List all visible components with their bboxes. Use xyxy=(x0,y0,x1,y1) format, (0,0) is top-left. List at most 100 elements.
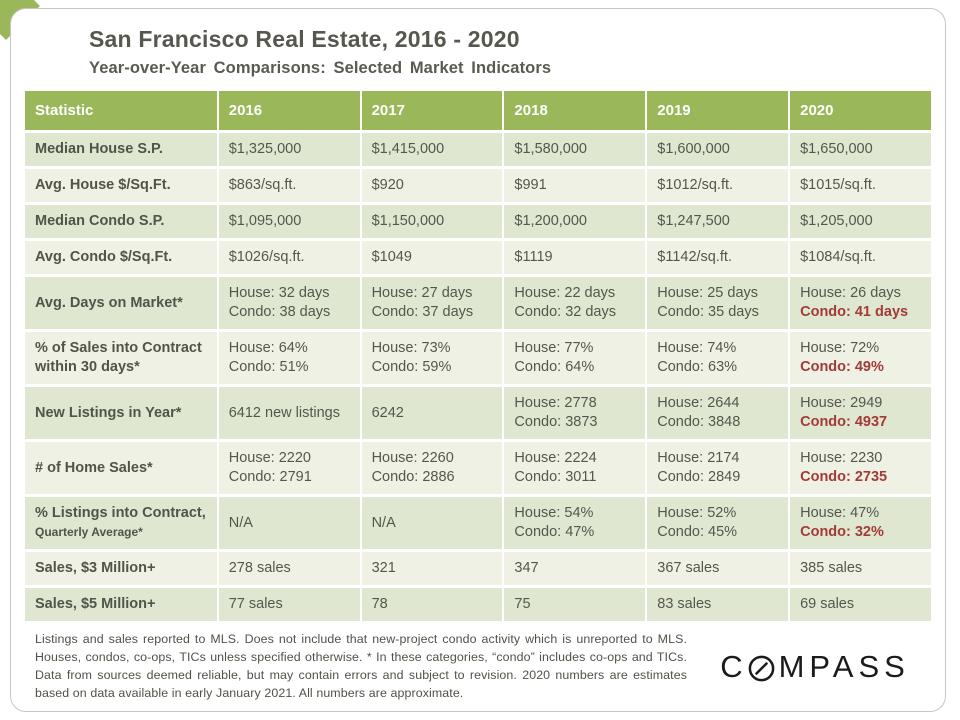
cell-line: Condo: 35 days xyxy=(657,304,759,320)
table-cell: House: 2778 Condo: 3873 xyxy=(504,387,646,439)
table-cell: 6412 new listings xyxy=(218,387,360,439)
row-label: Sales, $5 Million+ xyxy=(25,588,217,621)
row-label: Avg. Days on Market* xyxy=(25,277,217,329)
column-header-2020: 2020 xyxy=(790,91,931,130)
table-cell: House: 47% Condo: 32% xyxy=(790,497,931,549)
table-cell: House: 2949 Condo: 4937 xyxy=(790,387,931,439)
cell-line: Condo: 2791 xyxy=(228,469,312,485)
cell-line: $1012/sq.ft. xyxy=(657,177,734,193)
table-cell: House: 52% Condo: 45% xyxy=(647,497,789,549)
table-row: Avg. Days on Market* House: 32 days Condo:… xyxy=(25,277,931,329)
cell-line: N/A xyxy=(228,514,253,531)
table-cell: $1,200,000 xyxy=(504,205,646,238)
row-label: Avg. House $/Sq.Ft. xyxy=(25,169,217,202)
slide-footer: Listings and sales reported to MLS. Does… xyxy=(35,631,929,703)
cell-line: Condo: 59% xyxy=(371,359,452,375)
table-cell: House: 72% Condo: 49% xyxy=(790,332,931,384)
cell-line: $1,150,000 xyxy=(371,213,445,229)
cell-line: House: 47% xyxy=(800,505,880,521)
slide-header: San Francisco Real Estate, 2016 - 2020 Y… xyxy=(89,26,933,78)
table-cell: House: 2220 Condo: 2791 xyxy=(218,442,360,494)
table-cell: 367 sales xyxy=(647,552,789,585)
cell-line: Condo: 41 days xyxy=(800,304,909,320)
cell-line: House: 74% xyxy=(657,340,737,356)
table-row: Median House S.P. $1,325,000 $1,415,000 $1,… xyxy=(25,133,931,166)
page-title: San Francisco Real Estate, 2016 - 2020 xyxy=(89,26,520,52)
table-cell: $1015/sq.ft. xyxy=(790,169,931,202)
table-cell: 78 xyxy=(361,588,503,621)
table-cell: $1,600,000 xyxy=(647,133,789,166)
cell-line: 78 xyxy=(371,596,388,612)
compass-logo-c: C xyxy=(720,648,748,684)
table-cell: House: 73% Condo: 59% xyxy=(361,332,503,384)
cell-line: House: 2220 xyxy=(228,450,311,466)
cell-line: House: 2260 xyxy=(371,450,454,466)
table-cell: $1,650,000 xyxy=(790,133,931,166)
table-cell: $1049 xyxy=(361,241,503,274)
row-label: Median Condo S.P. xyxy=(25,205,217,238)
cell-line: Condo: 2849 xyxy=(657,469,741,485)
cell-line: 6242 xyxy=(371,404,404,421)
table-row: New Listings in Year* 6412 new listings 62… xyxy=(25,387,931,439)
table-cell: $1,247,500 xyxy=(647,205,789,238)
row-label: New Listings in Year* xyxy=(25,387,217,439)
table-header-row: Statistic 2016 2017 2018 2019 2020 xyxy=(25,91,931,130)
table-cell: House: 54% Condo: 47% xyxy=(504,497,646,549)
cell-line: 321 xyxy=(371,560,396,576)
cell-line: Condo: 32% xyxy=(800,524,884,540)
page-subtitle: Year-over-Year Comparisons: Selected Mar… xyxy=(89,59,552,77)
row-label: Sales, $3 Million+ xyxy=(25,552,217,585)
cell-line: House: 26 days xyxy=(800,285,901,301)
cell-line: 6412 new listings xyxy=(228,404,340,421)
column-header-2016: 2016 xyxy=(218,91,360,130)
table-row: Median Condo S.P. $1,095,000 $1,150,000 $1,… xyxy=(25,205,931,238)
cell-line: House: 25 days xyxy=(657,285,759,301)
cell-line: $1,580,000 xyxy=(514,141,587,157)
table-cell: House: 74% Condo: 63% xyxy=(647,332,789,384)
cell-line: 385 sales xyxy=(800,560,863,576)
table-cell: House: 2644 Condo: 3848 xyxy=(647,387,789,439)
column-header-2019: 2019 xyxy=(647,91,789,130)
cell-line: $1015/sq.ft. xyxy=(800,177,876,193)
table-cell: House: 2230 Condo: 2735 xyxy=(790,442,931,494)
table-cell: $1,325,000 xyxy=(218,133,360,166)
row-label: % Listings into Contract, Quarterly Avera… xyxy=(25,497,217,549)
table-cell: $1,580,000 xyxy=(504,133,646,166)
table-cell: House: 2174 Condo: 2849 xyxy=(647,442,789,494)
table-cell: $1142/sq.ft. xyxy=(647,241,789,274)
cell-line: Condo: 2886 xyxy=(371,469,455,485)
cell-line: House: 2644 xyxy=(657,395,740,411)
cell-line: 83 sales xyxy=(657,596,712,612)
table-cell: $1012/sq.ft. xyxy=(647,169,789,202)
cell-line: Condo: 47% xyxy=(514,524,595,540)
table-row: Avg. Condo $/Sq.Ft. $1026/sq.ft. $1049 $111… xyxy=(25,241,931,274)
table-cell: 69 sales xyxy=(790,588,931,621)
cell-line: House: 54% xyxy=(514,505,594,521)
cell-line: $1084/sq.ft. xyxy=(800,249,876,265)
table-cell: House: 2260 Condo: 2886 xyxy=(361,442,503,494)
cell-line: Condo: 37 days xyxy=(371,304,474,320)
cell-line: House: 77% xyxy=(514,340,594,356)
table-cell: $1026/sq.ft. xyxy=(218,241,360,274)
cell-line: $1142/sq.ft. xyxy=(657,249,732,265)
column-header-2017: 2017 xyxy=(361,91,503,130)
cell-line: House: 2949 xyxy=(800,395,883,411)
table-cell: $920 xyxy=(361,169,503,202)
row-label: # of Home Sales* xyxy=(25,442,217,494)
table-cell: $1,095,000 xyxy=(218,205,360,238)
table-cell: $1,205,000 xyxy=(790,205,931,238)
cell-line: Condo: 4937 xyxy=(800,414,888,430)
slide-card: San Francisco Real Estate, 2016 - 2020 Y… xyxy=(10,8,946,712)
cell-line: N/A xyxy=(371,514,396,531)
table-cell: House: 22 days Condo: 32 days xyxy=(504,277,646,329)
cell-line: House: 52% xyxy=(657,505,737,521)
cell-line: House: 2230 xyxy=(800,450,883,466)
table-cell: House: 26 days Condo: 41 days xyxy=(790,277,931,329)
cell-line: Condo: 2735 xyxy=(800,469,888,485)
table-cell: 75 xyxy=(504,588,646,621)
cell-line: Condo: 63% xyxy=(657,359,738,375)
table-cell: House: 27 days Condo: 37 days xyxy=(361,277,503,329)
table-cell: 278 sales xyxy=(218,552,360,585)
cell-line: House: 72% xyxy=(800,340,880,356)
